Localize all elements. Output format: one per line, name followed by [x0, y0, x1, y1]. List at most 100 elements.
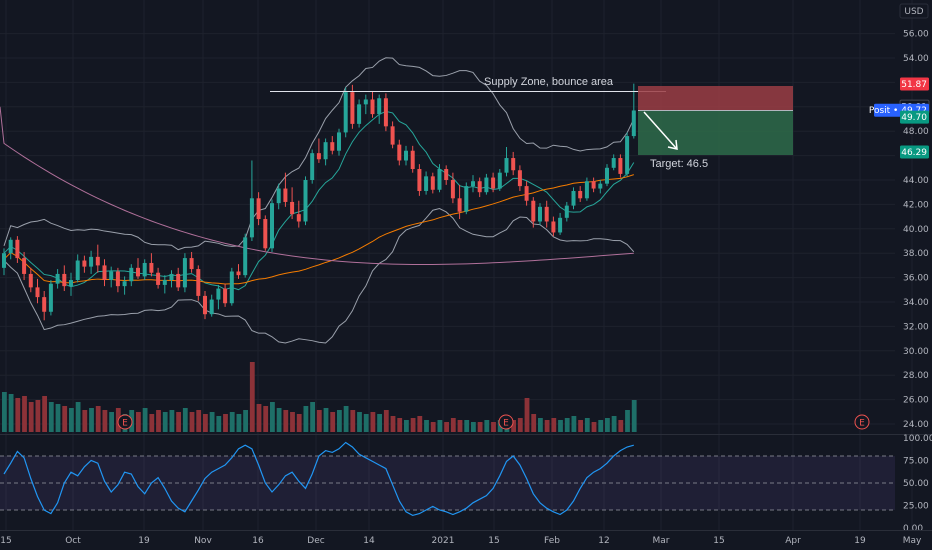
candle-body: [410, 150, 415, 170]
candle: [323, 138, 328, 166]
candle: [209, 294, 214, 317]
candle-body: [484, 177, 489, 193]
candle-body: [169, 273, 174, 281]
candle-body: [310, 153, 315, 180]
price-tag-bg: [900, 110, 929, 124]
candle-body: [82, 260, 87, 267]
candle-body: [598, 183, 603, 189]
supply-zone-label[interactable]: Supply Zone, bounce area: [484, 76, 614, 88]
candle-body: [417, 169, 422, 191]
candle: [363, 94, 368, 115]
time-tick-label: May: [903, 536, 922, 546]
price-tick-label: 48.00: [903, 127, 929, 137]
volume-bar: [15, 398, 21, 432]
candle: [42, 291, 47, 321]
candle-body: [444, 169, 449, 180]
time-tick-label: 19: [854, 536, 866, 546]
candle-body: [216, 288, 221, 300]
drawings-layer[interactable]: Supply Zone, bounce area Target: 46.5: [270, 76, 793, 170]
candle-body: [350, 92, 355, 124]
volume-bar: [450, 418, 456, 432]
candle-body: [404, 150, 408, 161]
candle-body: [48, 283, 53, 312]
volume-bar: [564, 418, 570, 432]
volume-bar: [22, 396, 27, 432]
candle: [2, 248, 6, 276]
volume-bar: [8, 394, 14, 432]
candle: [223, 283, 228, 307]
candle-body: [263, 219, 268, 249]
volume-bar: [296, 414, 302, 432]
volume-bar: [283, 410, 289, 432]
volume-bar: [223, 414, 228, 432]
candle: [75, 254, 80, 283]
volume-bar: [437, 420, 443, 432]
time-tick-label: 16: [252, 536, 264, 546]
price-tick-label: 56.00: [903, 30, 929, 40]
candle-body: [497, 172, 502, 189]
candle-body: [578, 190, 583, 199]
target-arrow-line[interactable]: [643, 111, 677, 149]
time-tick-label: Dec: [307, 536, 324, 546]
osc-tick-label: 100.00: [903, 434, 932, 444]
stop-loss-zone[interactable]: [638, 86, 793, 110]
candle-body: [584, 181, 589, 199]
candle-body: [156, 272, 161, 285]
volume-bar: [591, 422, 597, 432]
candle-body: [162, 280, 167, 285]
candle: [584, 177, 589, 201]
price-tick-label: 40.00: [903, 225, 929, 235]
candle-body: [504, 158, 509, 173]
bollinger-lower: [3, 207, 635, 344]
volume-bars: [2, 362, 637, 432]
candle: [283, 172, 288, 207]
volume-bar: [89, 408, 94, 432]
time-axis[interactable]: 15 Oct 19 Nov 16 Dec 14 2021 15 Feb 12 Mar 15 Apr 19 Ma…: [0, 530, 932, 547]
volume-bar: [316, 410, 322, 432]
time-tick-label: 15: [0, 536, 11, 546]
candle: [55, 269, 60, 289]
candle: [330, 136, 335, 155]
candle: [236, 264, 241, 279]
time-tick-label: Feb: [544, 536, 560, 546]
candle-body: [631, 110, 636, 137]
candle: [62, 265, 67, 292]
candle-body: [270, 203, 274, 249]
candle: [524, 181, 529, 206]
candle: [383, 93, 388, 132]
candle: [410, 145, 415, 173]
volume-bar: [270, 402, 275, 432]
candle: [611, 154, 616, 171]
candle-body: [457, 198, 462, 212]
currency-badge[interactable]: USD: [899, 3, 929, 19]
candle-body: [296, 214, 301, 222]
candle: [270, 199, 274, 252]
candle-body: [176, 273, 181, 288]
currency-label: USD: [904, 7, 923, 17]
price-tick-label: 44.00: [903, 176, 929, 186]
volume-bar: [189, 412, 195, 432]
candle-body: [303, 180, 308, 222]
candle-body: [450, 180, 455, 199]
volume-bar: [357, 412, 362, 432]
volume-bar: [424, 420, 429, 432]
candle: [390, 121, 395, 149]
candle: [15, 236, 20, 263]
volume-bar: [42, 396, 47, 432]
candle: [35, 278, 40, 304]
target-label[interactable]: Target: 46.5: [650, 158, 708, 170]
candle: [176, 267, 181, 292]
candle: [404, 145, 408, 166]
candle-body: [15, 239, 20, 259]
candle-body: [397, 144, 402, 161]
candle: [142, 259, 147, 281]
candle: [102, 259, 107, 287]
target-profit-zone[interactable]: [638, 110, 793, 155]
volume-bar: [631, 400, 637, 432]
candle-body: [95, 256, 100, 266]
candle: [531, 197, 536, 228]
candle-body: [196, 269, 201, 296]
